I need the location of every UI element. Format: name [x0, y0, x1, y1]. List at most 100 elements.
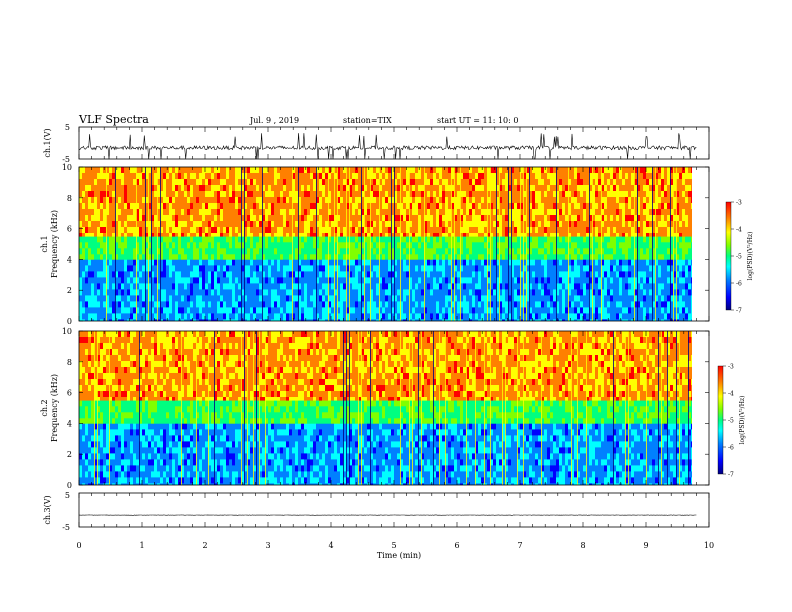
- spectrogram-cell: [274, 254, 278, 260]
- spectrogram-cell: [436, 265, 440, 272]
- spectrogram-cell: [466, 203, 470, 210]
- spectrogram-cell: [181, 197, 185, 204]
- spectrogram-cell: [358, 271, 362, 278]
- spectrogram-cell: [352, 209, 356, 216]
- spectrogram-cell: [361, 319, 365, 321]
- spectrogram-cell: [187, 167, 191, 174]
- spectrogram-cell: [343, 221, 347, 228]
- spectrogram-cell: [496, 221, 500, 228]
- spectrogram-cell: [211, 215, 215, 222]
- spectrogram-cell: [421, 254, 425, 260]
- spectrogram-cell: [478, 185, 482, 192]
- spectrogram-cell: [463, 271, 467, 278]
- spectrogram-cell: [484, 203, 488, 210]
- spectrogram-cell: [280, 295, 284, 302]
- spectrogram-cell: [310, 197, 314, 204]
- spectrogram-cell: [292, 248, 296, 255]
- spectrogram-cell: [391, 289, 395, 296]
- spectrogram-cell: [151, 203, 155, 210]
- spectrogram-cell: [448, 271, 452, 278]
- spectrogram-cell: [361, 197, 365, 204]
- spectrogram-cell: [79, 313, 83, 320]
- spectrogram-cell: [307, 203, 311, 210]
- spectrogram-cell: [514, 265, 518, 272]
- spectrogram-cell: [451, 248, 455, 255]
- spectrogram-cell: [349, 313, 353, 320]
- spectrogram-cell: [481, 203, 485, 210]
- spectrogram-cell: [439, 271, 443, 278]
- spectrogram-cell: [346, 277, 350, 284]
- spectrogram-cell: [112, 203, 116, 210]
- spectrogram-cell: [613, 313, 617, 320]
- spectrogram-cell: [223, 283, 227, 290]
- spectrogram-cell: [535, 191, 539, 198]
- spectrogram-cell: [118, 248, 122, 255]
- spectrogram-cell: [415, 197, 419, 204]
- spectrogram-cell: [394, 191, 398, 198]
- spectrogram-cell: [364, 307, 368, 314]
- spectrogram-cell: [307, 221, 311, 228]
- spectrogram-cell: [187, 248, 191, 255]
- spectrogram-cell: [85, 221, 89, 228]
- spectrogram-cell: [412, 242, 416, 249]
- spectrogram-cell: [193, 248, 197, 255]
- spectrogram-cell: [361, 227, 365, 234]
- spectrogram-cell: [151, 259, 155, 266]
- spectrogram-cell: [418, 307, 422, 314]
- spectrogram-cell: [520, 203, 524, 210]
- spectrogram-cell: [385, 319, 389, 321]
- spectrogram-cell: [187, 319, 191, 321]
- spectrogram-cell: [109, 295, 113, 302]
- spectrogram-cell: [286, 197, 290, 204]
- spectrogram-cell: [526, 236, 530, 243]
- spectrogram-cell: [610, 254, 614, 260]
- spectrogram-cell: [496, 242, 500, 249]
- spectrogram-cell: [526, 265, 530, 272]
- spectrogram-cell: [352, 167, 356, 174]
- spectrogram-cell: [496, 167, 500, 174]
- spectrogram-cell: [214, 227, 218, 234]
- spectrogram-cell: [169, 313, 173, 320]
- spectrogram-cell: [220, 319, 224, 321]
- spectrogram-cell: [526, 277, 530, 284]
- spectrogram-cell: [370, 277, 374, 284]
- spectrogram-cell: [535, 271, 539, 278]
- spectrogram-cell: [472, 242, 476, 249]
- spectrogram-cell: [526, 227, 530, 234]
- spectrogram-cell: [583, 242, 587, 249]
- spectrogram-cell: [493, 221, 497, 228]
- spectrogram-cell: [265, 242, 269, 249]
- spectrogram-cell: [334, 265, 338, 272]
- spectrogram-cell: [259, 203, 263, 210]
- spectrogram-cell: [511, 203, 515, 210]
- spectrogram-cell: [304, 203, 308, 210]
- spectrogram-cell: [379, 233, 383, 237]
- spectrogram-cell: [328, 179, 332, 186]
- spectrogram-cell: [322, 277, 326, 284]
- spectrogram-cell: [220, 307, 224, 314]
- spectrogram-cell: [550, 215, 554, 222]
- spectrogram-cell: [304, 254, 308, 260]
- spectrogram-cell: [286, 295, 290, 302]
- spectrogram-cell: [112, 167, 116, 174]
- spectrogram-cell: [394, 179, 398, 186]
- spectrogram-cell: [487, 236, 491, 243]
- spectrogram-cell: [328, 236, 332, 243]
- spectrogram-cell: [520, 295, 524, 302]
- spectrogram-cell: [151, 242, 155, 249]
- spectrogram-cell: [457, 215, 461, 222]
- spectrogram-cell: [385, 227, 389, 234]
- spectrogram-cell: [430, 295, 434, 302]
- spectrogram-cell: [370, 173, 374, 180]
- spectrogram-cell: [598, 173, 602, 180]
- spectrogram-cell: [376, 236, 380, 243]
- spectrogram-cell: [382, 203, 386, 210]
- spectrogram-cell: [526, 221, 530, 228]
- spectrogram-cell: [172, 307, 176, 314]
- spectrogram-cell: [229, 221, 233, 228]
- spectrogram-cell: [502, 203, 506, 210]
- spectrogram-cell: [259, 179, 263, 186]
- spectrogram-cell: [433, 295, 437, 302]
- spectrogram-cell: [178, 179, 182, 186]
- spectrogram-cell: [388, 209, 392, 216]
